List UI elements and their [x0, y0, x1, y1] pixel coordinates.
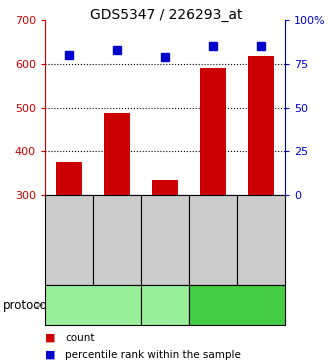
Text: count: count — [65, 333, 95, 343]
Text: ■: ■ — [45, 333, 56, 343]
Text: GDS5347 / 226293_at: GDS5347 / 226293_at — [90, 8, 243, 22]
Text: GSM1233787: GSM1233787 — [113, 212, 122, 268]
Text: control: control — [224, 301, 250, 310]
Bar — [56, 162, 82, 195]
Bar — [104, 113, 130, 195]
Text: GSM1233789: GSM1233789 — [256, 212, 265, 268]
Text: GSM1233790: GSM1233790 — [161, 212, 169, 268]
Text: miR-483-5p
overexpression: miR-483-5p overexpression — [64, 295, 122, 315]
Text: ■: ■ — [45, 350, 56, 360]
Text: protocol: protocol — [3, 298, 52, 311]
Bar — [200, 68, 226, 195]
Text: GSM1233786: GSM1233786 — [65, 212, 74, 268]
Bar — [152, 180, 178, 195]
Bar — [248, 56, 274, 195]
Text: miR-483-3p
overexpr
ession: miR-483-3p overexpr ession — [143, 290, 187, 320]
Text: GSM1233788: GSM1233788 — [208, 212, 217, 268]
Text: percentile rank within the sample: percentile rank within the sample — [65, 350, 241, 360]
